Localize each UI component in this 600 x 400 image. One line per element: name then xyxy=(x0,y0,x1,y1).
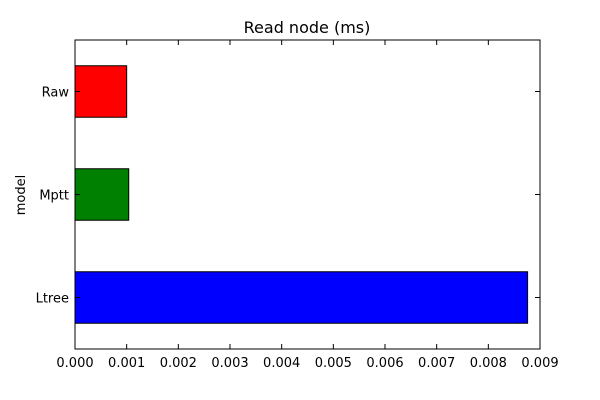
bar-raw xyxy=(74,65,128,118)
y-axis-label: model xyxy=(14,175,29,215)
x-tick-label: 0.000 xyxy=(56,356,93,371)
x-tick-label: 0.002 xyxy=(160,356,197,371)
x-tick-label: 0.006 xyxy=(366,356,403,371)
plot-area: 0.000 0.001 0.002 0.003 0.004 0.005 0.006 0.007… xyxy=(36,39,559,371)
y-tick-label-mptt: Mptt xyxy=(39,189,69,204)
x-tick-label: 0.007 xyxy=(418,356,455,371)
x-tick-label: 0.001 xyxy=(108,356,145,371)
x-tick-label: 0.003 xyxy=(211,356,248,371)
x-tick-label: 0.009 xyxy=(521,356,558,371)
chart-title: Read node (ms) xyxy=(244,18,371,37)
x-tick-label: 0.005 xyxy=(315,356,352,371)
bar-ltree xyxy=(74,271,529,324)
bar-mptt xyxy=(74,168,130,221)
y-tick-label-ltree: Ltree xyxy=(36,292,69,307)
x-tick-label: 0.008 xyxy=(470,356,507,371)
x-tick-label: 0.004 xyxy=(263,356,300,371)
y-tick-label-raw: Raw xyxy=(42,86,70,101)
